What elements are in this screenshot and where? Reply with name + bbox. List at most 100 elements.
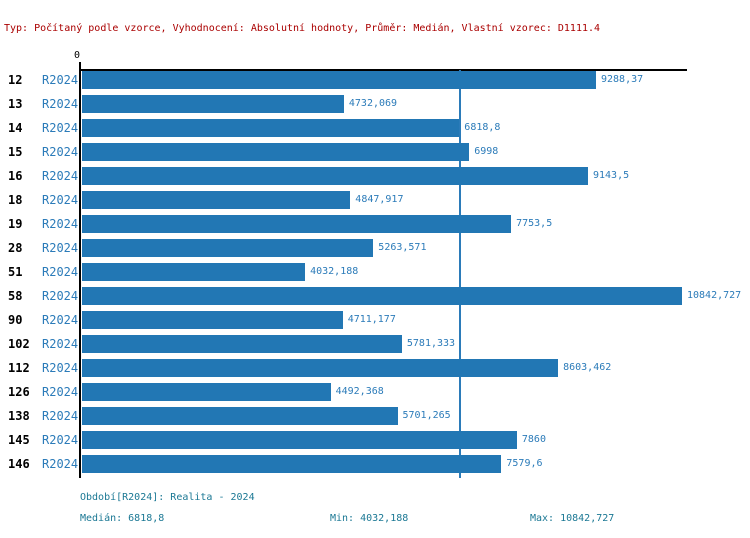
bar-track: 9143,5 <box>82 167 750 185</box>
row-series-label: R2024 <box>42 433 79 447</box>
row-series-label: R2024 <box>42 337 79 351</box>
bar-track: 7579,6 <box>82 455 750 473</box>
period-label: Období[R2024]: Realita - 2024 <box>80 492 255 503</box>
bar <box>82 407 398 425</box>
bar-track: 5263,571 <box>82 239 750 257</box>
row-series-label: R2024 <box>42 73 79 87</box>
vertical-axis-line <box>79 62 81 478</box>
bar-value-label: 7860 <box>521 434 546 445</box>
bar-value-label: 8603,462 <box>563 362 612 373</box>
bar-value-label: 4492,368 <box>335 386 384 397</box>
row-id-label: 145 <box>8 433 30 447</box>
median-reference-line <box>459 70 461 478</box>
bar-track: 7753,5 <box>82 215 750 233</box>
chart-row: 28 R2024 5263,571 <box>0 239 750 263</box>
bar-track: 5781,333 <box>82 335 750 353</box>
bar-value-label: 4847,917 <box>355 194 404 205</box>
bar <box>82 431 517 449</box>
row-id-label: 18 <box>8 193 23 207</box>
row-id-label: 13 <box>8 97 23 111</box>
row-id-label: 14 <box>8 121 23 135</box>
row-series-label: R2024 <box>42 265 79 279</box>
row-series-label: R2024 <box>42 217 79 231</box>
bar-track: 4711,177 <box>82 311 750 329</box>
chart-rows: 12 R2024 9288,37 13 R2024 4732,069 14 R2024 6818… <box>0 71 750 479</box>
median-stat-label: Medián: 6818,8 <box>80 513 165 524</box>
bar-value-label: 10842,727 <box>687 290 742 301</box>
bar-value-label: 5781,333 <box>406 338 456 349</box>
bar-track: 8603,462 <box>82 359 750 377</box>
bar-value-label: 6998 <box>474 146 499 157</box>
chart-row: 16 R2024 9143,5 <box>0 167 750 191</box>
bar <box>82 143 470 161</box>
bar <box>82 239 374 257</box>
row-id-label: 126 <box>8 385 30 399</box>
chart-row: 126 R2024 4492,368 <box>0 383 750 407</box>
top-axis-line <box>79 69 687 71</box>
bar <box>82 215 512 233</box>
chart-row: 145 R2024 7860 <box>0 431 750 455</box>
bar-value-label: 5701,265 <box>402 410 451 421</box>
bar-track: 7860 <box>82 431 750 449</box>
chart-row: 51 R2024 4032,188 <box>0 263 750 287</box>
bar <box>82 383 331 401</box>
row-id-label: 112 <box>8 361 30 375</box>
bar-value-label: 9288,37 <box>601 74 644 85</box>
chart-row: 112 R2024 8603,462 <box>0 359 750 383</box>
chart-row: 18 R2024 4847,917 <box>0 191 750 215</box>
row-series-label: R2024 <box>42 313 79 327</box>
bar-value-label: 6818,8 <box>464 122 501 133</box>
chart-row: 58 R2024 10842,727 <box>0 287 750 311</box>
bar <box>82 359 559 377</box>
bar <box>82 287 682 305</box>
bar-value-label: 4732,069 <box>348 98 398 109</box>
row-series-label: R2024 <box>42 121 79 135</box>
bar-value-label: 4032,188 <box>310 266 359 277</box>
bar <box>82 311 343 329</box>
bar-track: 4032,188 <box>82 263 750 281</box>
row-id-label: 15 <box>8 145 23 159</box>
bar <box>82 191 351 209</box>
row-id-label: 12 <box>8 73 23 87</box>
bar-value-label: 4711,177 <box>347 314 396 325</box>
bar-value-label: 7753,5 <box>516 218 553 229</box>
row-id-label: 146 <box>8 457 30 471</box>
chart-row: 146 R2024 7579,6 <box>0 455 750 479</box>
bar-track: 4732,069 <box>82 95 750 113</box>
bar-value-label: 7579,6 <box>506 458 543 469</box>
row-id-label: 102 <box>8 337 30 351</box>
chart-row: 138 R2024 5701,265 <box>0 407 750 431</box>
row-series-label: R2024 <box>42 409 79 423</box>
row-id-label: 51 <box>8 265 23 279</box>
min-stat-label: Min: 4032,188 <box>330 513 409 524</box>
row-series-label: R2024 <box>42 241 79 255</box>
row-id-label: 16 <box>8 169 23 183</box>
row-series-label: R2024 <box>42 169 79 183</box>
bar <box>82 71 596 89</box>
row-series-label: R2024 <box>42 145 79 159</box>
row-id-label: 90 <box>8 313 23 327</box>
row-id-label: 58 <box>8 289 23 303</box>
row-series-label: R2024 <box>42 385 79 399</box>
chart-row: 90 R2024 4711,177 <box>0 311 750 335</box>
bar <box>82 335 402 353</box>
bar-value-label: 9143,5 <box>593 170 630 181</box>
row-id-label: 19 <box>8 217 23 231</box>
row-series-label: R2024 <box>42 97 79 111</box>
bar <box>82 95 344 113</box>
max-stat-label: Max: 10842,727 <box>530 513 615 524</box>
row-id-label: 28 <box>8 241 23 255</box>
bar <box>82 263 306 281</box>
bar-track: 4492,368 <box>82 383 750 401</box>
bar <box>82 119 460 137</box>
row-series-label: R2024 <box>42 193 79 207</box>
row-series-label: R2024 <box>42 289 79 303</box>
chart-row: 19 R2024 7753,5 <box>0 215 750 239</box>
row-series-label: R2024 <box>42 361 79 375</box>
bar-track: 9288,37 <box>82 71 750 89</box>
chart-row: 14 R2024 6818,8 <box>0 119 750 143</box>
bar-track: 6818,8 <box>82 119 750 137</box>
formula-info-line: Typ: Počítaný podle vzorce, Vyhodnocení:… <box>4 23 601 34</box>
bar-track: 10842,727 <box>82 287 750 305</box>
